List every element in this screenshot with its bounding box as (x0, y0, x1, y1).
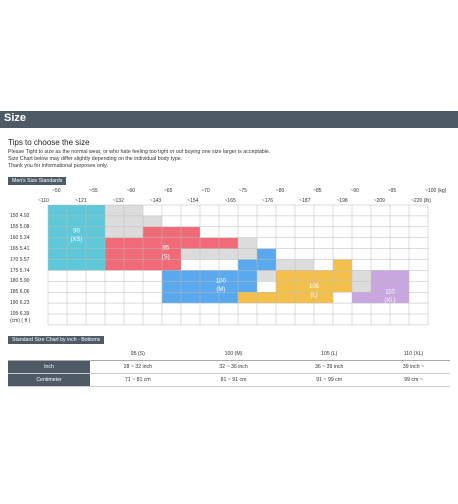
table-cell: 32 ~ 36 inch (185, 360, 282, 374)
weight-kg-tick: ~65 (163, 188, 173, 194)
grid-cell-gray (219, 248, 238, 260)
weight-kg-tick: ~50 (52, 188, 61, 194)
size-block (352, 292, 371, 304)
standard-size-chart-label: Standard Size Chart by inch - Bottoms (8, 336, 105, 344)
weight-lb-tick: ~132 (112, 198, 124, 204)
weight-kg-tick: ~90 (350, 188, 359, 194)
weight-kg-tick: ~100 (kg) (425, 188, 447, 194)
height-tick: 170 5.57 (10, 256, 30, 263)
weight-lb-tick: ~165 (224, 198, 236, 204)
size-sub-label: (M) (216, 287, 225, 293)
grid-cell-gray (257, 270, 276, 282)
height-tick: 190 6.23 (10, 300, 30, 307)
weight-lb-tick: ~198 (336, 198, 348, 204)
grid-cell-gray (352, 281, 371, 293)
section-title: Size (4, 112, 27, 124)
grid-cell-gray (124, 226, 143, 238)
grid-cell-gray (181, 248, 200, 260)
grid-cell-gray (276, 259, 295, 271)
size-label: 90 (73, 228, 80, 234)
table-header-cell: 95 (S) (90, 348, 186, 361)
table-cell: 71 ~ 81 cm (90, 373, 186, 387)
table-header-cell: 100 (M) (185, 348, 282, 361)
weight-lb-tick: ~187 (299, 198, 311, 204)
size-block (200, 237, 219, 249)
grid-cell-gray (295, 259, 314, 271)
size-block (314, 281, 333, 293)
weight-lb-tick: ~220 (lb) (411, 198, 431, 204)
size-table: 95 (S) 100 (M) 105 (L) 110 (XL) Inch 28 … (8, 348, 450, 387)
height-tick: 175 5.74 (10, 267, 30, 274)
size-label: 105 (309, 284, 320, 290)
tips-line: Thank you for informational purposes onl… (8, 163, 108, 169)
grid-cell-gray (200, 248, 219, 260)
grid-cell-gray (238, 237, 257, 249)
table-row: Inch 28 ~ 32 inch 32 ~ 36 inch 36 ~ 39 i… (8, 360, 450, 374)
size-sub-label: (S) (162, 254, 170, 260)
tips-line: Size Chart below may differ slightly dep… (8, 156, 183, 162)
weight-kg-tick: ~55 (89, 188, 98, 194)
height-tick: 165 5.41 (10, 245, 30, 252)
table-header-cell (8, 348, 90, 361)
height-tick: 180 5.90 (10, 278, 30, 285)
table-cell: 91 ~ 99 cm (281, 373, 378, 387)
size-sub-label: (L) (310, 293, 317, 299)
table-cell: 36 ~ 39 inch (281, 360, 378, 374)
size-block (219, 237, 238, 249)
weight-kg-tick: ~75 (238, 188, 247, 194)
grid-cell-gray (124, 215, 143, 227)
weight-lb-tick: ~121 (75, 198, 87, 204)
grid-cell-gray (105, 205, 124, 216)
grid-cell-gray (124, 205, 143, 216)
unit-label: (cm) ( ft ) (10, 318, 31, 324)
table-cell: 99 cm ~ (377, 373, 450, 387)
size-label: 95 (162, 246, 169, 252)
table-cell: 81 ~ 91 cm (185, 373, 282, 387)
height-tick: 150 4.92 (10, 213, 30, 219)
size-sub-label: (XL) (384, 298, 395, 304)
table-cell: 28 ~ 32 inch (90, 360, 186, 374)
tips-title: Tips to choose the size (8, 138, 90, 147)
weight-kg-tick: ~60 (126, 188, 136, 194)
grid-cell-gray (105, 215, 124, 227)
weight-lb-tick: ~143 (149, 198, 162, 204)
weight-kg-tick: ~80 (275, 188, 285, 194)
table-cell: 39 inch ~ (377, 360, 450, 374)
weight-lb-tick: ~110 (38, 198, 49, 204)
table-row: Centimeter 71 ~ 81 cm 81 ~ 91 cm 91 ~ 99… (8, 373, 450, 387)
table-header-cell: 110 (XL) (377, 348, 450, 361)
grid-cell-gray (143, 215, 162, 227)
height-tick: 195 6.39 (10, 311, 30, 318)
table-row-label: Inch (8, 360, 90, 374)
table-header-row: 95 (S) 100 (M) 105 (L) 110 (XL) (8, 348, 450, 361)
weight-kg-tick: ~85 (313, 188, 322, 194)
table-row-label: Centimeter (8, 373, 90, 387)
size-label: 100 (216, 278, 227, 284)
height-tick: 155 5.08 (10, 223, 30, 230)
height-tick: 185 6.06 (10, 289, 30, 296)
size-block (238, 259, 257, 293)
size-label: 110 (385, 289, 395, 295)
tips-line: Please Tight to size as the normal wear,… (8, 149, 271, 155)
height-tick: 160 5.24 (10, 234, 30, 241)
weight-kg-tick: ~70 (201, 188, 210, 194)
grid-cell-gray (238, 248, 257, 260)
table-header-cell: 105 (L) (281, 348, 378, 361)
weight-lb-tick: ~209 (373, 198, 385, 204)
grid-cell-gray (352, 270, 371, 282)
section-header-bar (0, 111, 458, 128)
mens-size-standards-label: Men's Size Standards (8, 177, 67, 185)
size-block (219, 281, 238, 293)
weight-lb-tick: ~154 (187, 198, 199, 204)
grid-cell-gray (105, 226, 124, 238)
weight-kg-tick: ~95 (387, 188, 397, 194)
weight-lb-tick: ~176 (261, 198, 274, 204)
size-block (333, 259, 352, 293)
size-sub-label: (XS) (71, 237, 83, 243)
